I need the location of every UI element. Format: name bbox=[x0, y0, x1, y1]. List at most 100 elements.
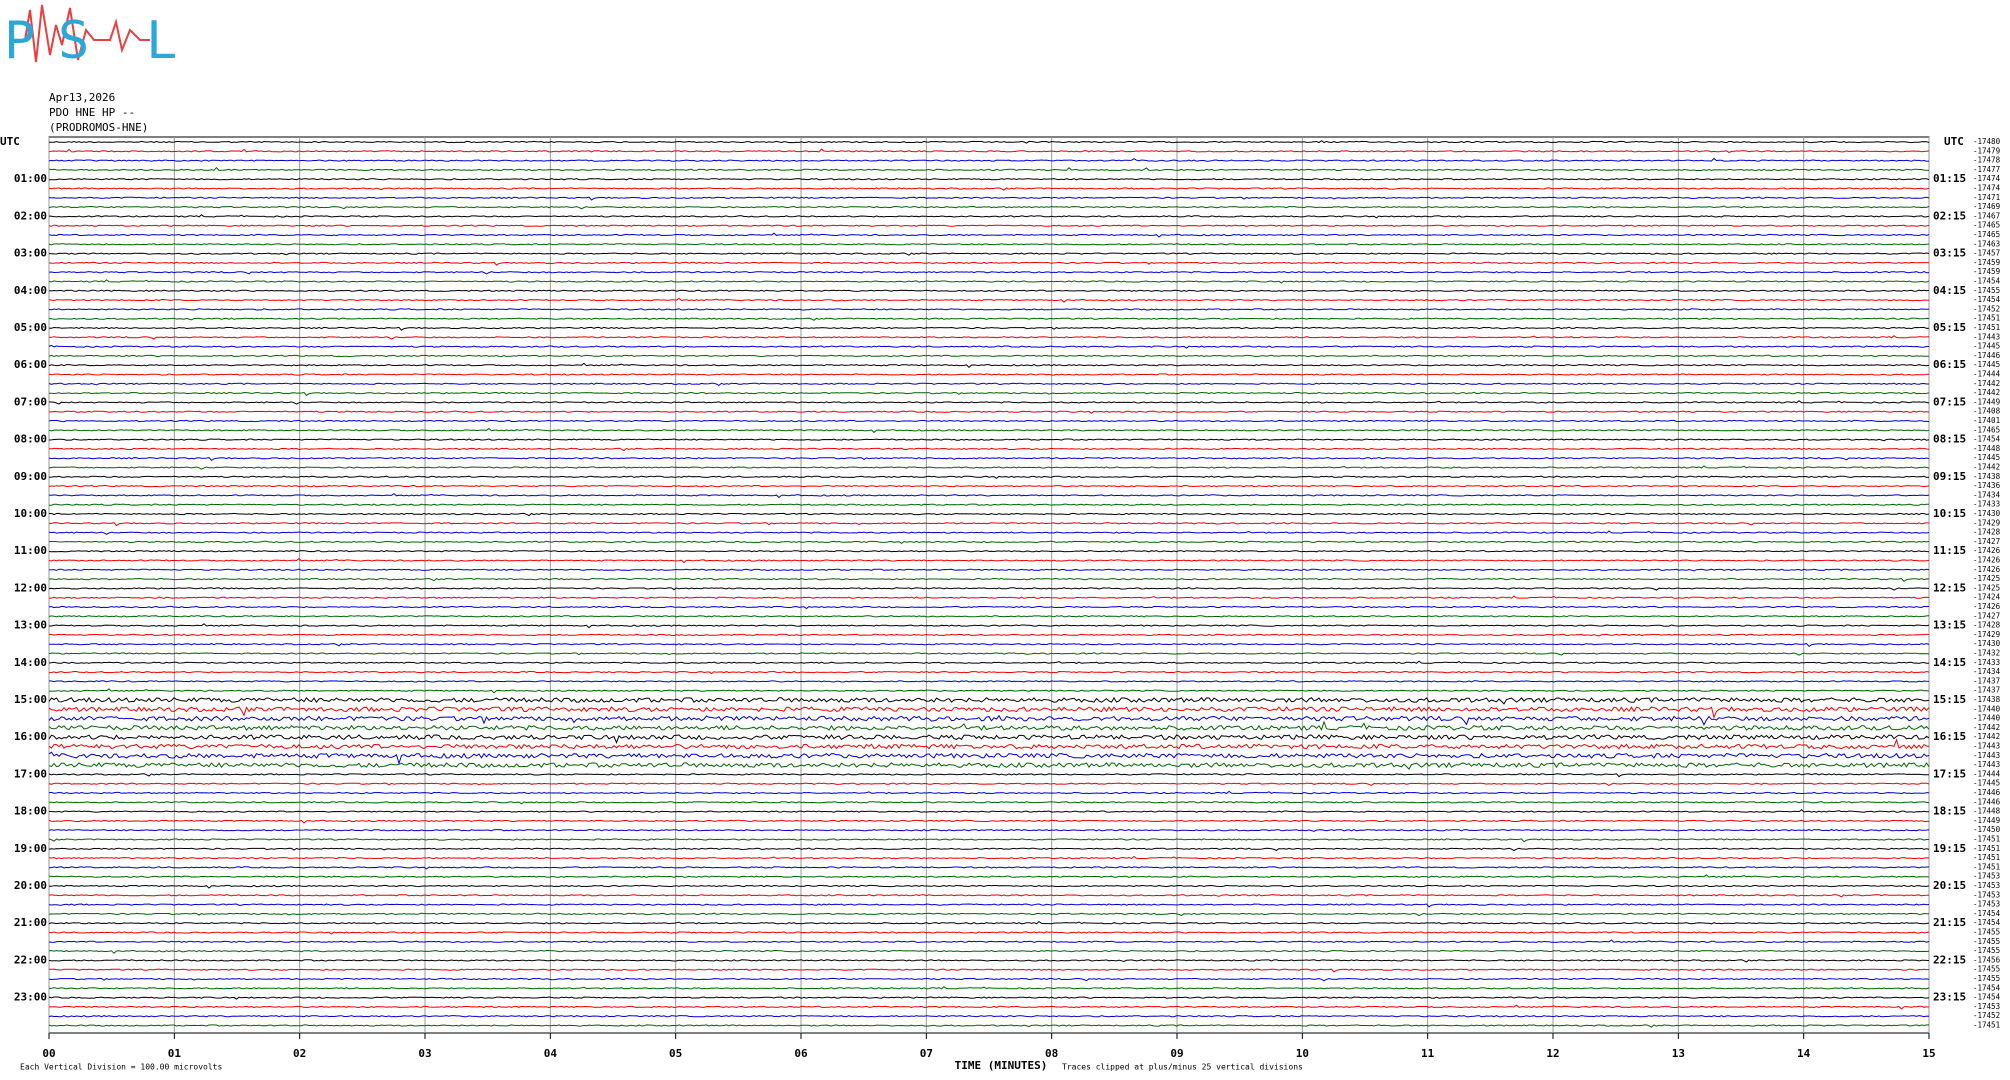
trace-offset: -17455 bbox=[1973, 286, 2000, 295]
trace bbox=[49, 521, 1930, 527]
hour-label: 03:15 bbox=[1933, 247, 1966, 260]
trace bbox=[48, 959, 1930, 963]
trace bbox=[49, 140, 1930, 144]
trace bbox=[48, 894, 1930, 898]
trace-offset: -17444 bbox=[1973, 370, 2001, 379]
trace bbox=[48, 540, 1930, 545]
logo: P S L bbox=[0, 0, 200, 71]
trace-offset: -17426 bbox=[1973, 546, 2001, 555]
logo-wave bbox=[10, 4, 150, 63]
hour-label: 13:15 bbox=[1933, 619, 1966, 632]
hour-label: 05:00 bbox=[14, 321, 47, 334]
trace bbox=[48, 751, 1930, 766]
hour-label: 04:00 bbox=[14, 284, 47, 297]
station: PDO HNE HP -- bbox=[49, 106, 135, 119]
trace-offset: -17443 bbox=[1973, 760, 2000, 769]
x-tick-label: 07 bbox=[920, 1047, 933, 1060]
trace bbox=[49, 809, 1930, 813]
hour-label: 21:00 bbox=[14, 916, 47, 929]
x-tick-label: 14 bbox=[1797, 1047, 1811, 1060]
trace bbox=[48, 279, 1930, 284]
trace bbox=[48, 714, 1930, 726]
trace bbox=[48, 354, 1930, 358]
trace bbox=[48, 782, 1930, 786]
hour-label: 21:15 bbox=[1933, 916, 1966, 929]
trace-offset: -17454 bbox=[1973, 295, 2001, 304]
trace bbox=[48, 652, 1930, 656]
trace bbox=[48, 196, 1930, 201]
trace-offset: -17454 bbox=[1973, 993, 2001, 1002]
trace-offset: -17453 bbox=[1973, 1002, 2000, 1011]
hour-label: 15:15 bbox=[1933, 693, 1966, 706]
hour-label: 09:15 bbox=[1933, 470, 1966, 483]
trace-offset: -17452 bbox=[1973, 1011, 2000, 1020]
trace-offset: -17433 bbox=[1973, 500, 2000, 509]
trace bbox=[48, 178, 1930, 181]
hour-label: 17:00 bbox=[14, 767, 47, 780]
trace-offset: -17438 bbox=[1973, 472, 2001, 481]
trace bbox=[48, 270, 1930, 275]
trace-offset: -17455 bbox=[1973, 965, 2000, 974]
trace-offset: -17442 bbox=[1973, 463, 2000, 472]
hour-label: 15:00 bbox=[14, 693, 47, 706]
trace-offset: -17474 bbox=[1973, 184, 2001, 193]
trace bbox=[48, 568, 1930, 572]
hour-label: 04:15 bbox=[1933, 284, 1966, 297]
trace bbox=[48, 884, 1930, 889]
trace-offset: -17456 bbox=[1973, 955, 2001, 964]
hour-label: 17:15 bbox=[1933, 767, 1966, 780]
trace bbox=[48, 733, 1930, 744]
trace-offset: -17434 bbox=[1973, 490, 2001, 499]
trace-offset: -17459 bbox=[1973, 267, 2000, 276]
hour-label: 20:00 bbox=[14, 879, 47, 892]
x-tick-label: 15 bbox=[1922, 1047, 1935, 1060]
x-tick-label: 06 bbox=[794, 1047, 808, 1060]
trace bbox=[48, 289, 1930, 292]
x-tick-label: 09 bbox=[1170, 1047, 1183, 1060]
trace-offset: -17478 bbox=[1973, 156, 2001, 165]
trace bbox=[48, 326, 1930, 331]
hour-label: 12:00 bbox=[14, 581, 47, 594]
trace bbox=[48, 465, 1930, 470]
trace-offset: -17452 bbox=[1973, 304, 2000, 313]
trace bbox=[48, 986, 1930, 990]
date: Apr13,2026 bbox=[49, 91, 115, 104]
trace bbox=[48, 447, 1930, 452]
trace-offset: -17451 bbox=[1973, 314, 2000, 323]
trace-offset: -17455 bbox=[1973, 946, 2000, 955]
x-tick-label: 13 bbox=[1672, 1047, 1685, 1060]
trace-offset: -17455 bbox=[1973, 974, 2000, 983]
x-tick-label: 12 bbox=[1546, 1047, 1559, 1060]
trace-offset: -17451 bbox=[1973, 835, 2000, 844]
trace bbox=[48, 866, 1930, 870]
hour-label: 16:00 bbox=[14, 730, 47, 743]
right-utc: UTC bbox=[1944, 135, 1964, 148]
trace bbox=[48, 874, 1930, 878]
trace bbox=[48, 382, 1929, 386]
trace-offset: -17454 bbox=[1973, 435, 2001, 444]
trace bbox=[49, 688, 1930, 694]
trace bbox=[48, 838, 1929, 843]
left-utc: UTC bbox=[0, 135, 20, 148]
trace bbox=[48, 530, 1930, 535]
hour-label: 05:15 bbox=[1933, 321, 1966, 334]
trace bbox=[48, 344, 1929, 349]
trace bbox=[48, 903, 1930, 908]
trace-offset: -17451 bbox=[1973, 323, 2000, 332]
trace-offset: -17426 bbox=[1973, 602, 2001, 611]
trace bbox=[48, 419, 1930, 423]
trace-offset: -17445 bbox=[1973, 779, 2000, 788]
trace bbox=[49, 642, 1930, 648]
trace bbox=[48, 157, 1930, 162]
trace bbox=[48, 912, 1930, 917]
hour-label: 10:00 bbox=[14, 507, 47, 520]
trace bbox=[48, 977, 1930, 982]
trace bbox=[48, 939, 1930, 943]
trace bbox=[49, 595, 1930, 599]
trace bbox=[48, 427, 1930, 434]
trace bbox=[48, 252, 1930, 256]
trace bbox=[48, 762, 1930, 770]
trace-offset: -17436 bbox=[1973, 481, 2001, 490]
hour-label: 03:00 bbox=[14, 247, 47, 260]
